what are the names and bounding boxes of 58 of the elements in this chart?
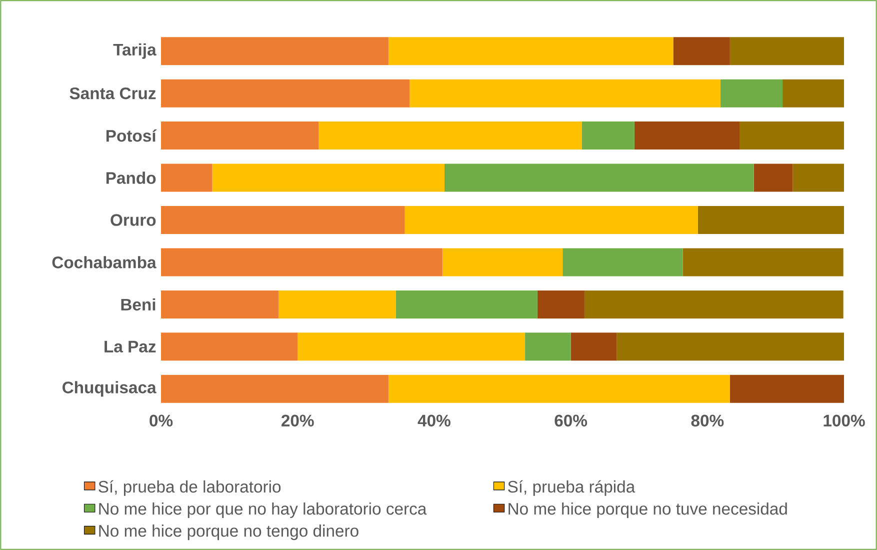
bar — [682, 248, 844, 276]
bar — [161, 122, 319, 150]
bar — [673, 37, 730, 66]
bar — [582, 122, 634, 150]
bar — [634, 122, 740, 150]
bar — [584, 290, 844, 318]
bar — [730, 374, 844, 403]
bar — [730, 37, 844, 66]
bar — [537, 290, 584, 318]
y-tick-label: Beni — [121, 298, 156, 311]
bar — [161, 374, 388, 403]
bar — [161, 290, 278, 318]
x-tick-label: 40% — [418, 414, 450, 427]
y-tick-label: Oruro — [110, 214, 156, 226]
bar — [792, 164, 844, 192]
bar — [562, 248, 683, 276]
x-tick-label: 0% — [150, 414, 173, 427]
bar — [161, 37, 388, 66]
bar — [442, 248, 563, 276]
bar — [298, 332, 526, 361]
bar — [212, 164, 444, 192]
bar — [754, 164, 793, 192]
bar — [161, 248, 442, 276]
bar — [782, 79, 844, 108]
legend-label: No me hice por que no hay laboratorio cerca — [99, 502, 427, 518]
bar — [318, 122, 582, 150]
y-tick-label: Santa Cruz — [70, 87, 156, 100]
y-tick-label: La Paz — [104, 340, 156, 352]
y-tick-label: Potosí — [106, 129, 157, 142]
bar — [616, 332, 844, 361]
x-tick-label: 60% — [554, 414, 588, 427]
bar — [698, 206, 844, 234]
x-tick-label: 80% — [691, 414, 724, 427]
y-tick-label: Chuquisaca — [62, 381, 156, 397]
legend-label: No me hice porque no tengo dinero — [99, 524, 358, 540]
legend-label: Sí, prueba de laboratorio — [98, 480, 281, 496]
bar — [396, 290, 538, 318]
bar — [410, 79, 720, 108]
bar — [278, 290, 396, 318]
bar — [740, 122, 844, 150]
bar — [388, 374, 730, 403]
bar — [720, 79, 783, 108]
y-tick-label: Cochabamba — [52, 256, 156, 268]
y-tick-label: Tarija — [113, 43, 156, 59]
bar — [161, 164, 212, 192]
bar — [404, 206, 698, 234]
bar — [570, 332, 617, 361]
x-tick-label: 20% — [282, 414, 314, 427]
bar — [388, 37, 674, 66]
bar — [161, 332, 298, 361]
bar — [444, 164, 754, 192]
legend-label: No me hice porque no tuve necesidad — [508, 502, 787, 518]
x-tick-label: 100% — [824, 414, 865, 427]
bar — [161, 79, 410, 108]
bar — [161, 206, 405, 234]
bar — [525, 332, 571, 361]
legend-label: Sí, prueba rápida — [508, 480, 636, 496]
y-tick-label: Pando — [106, 172, 156, 184]
